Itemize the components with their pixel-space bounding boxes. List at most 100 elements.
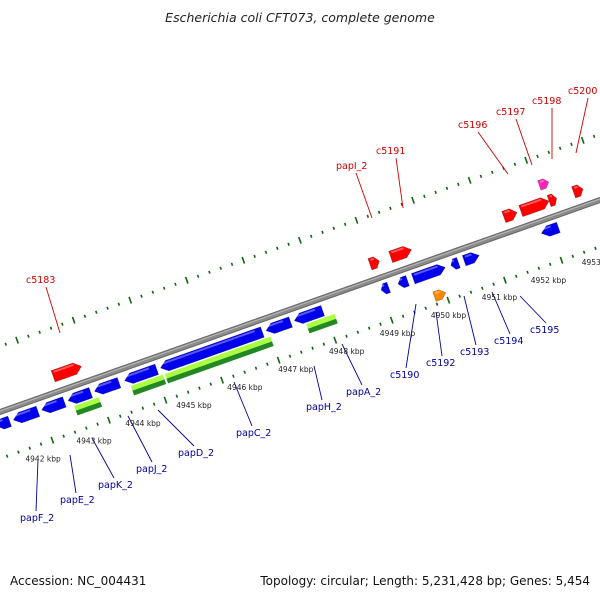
upper-tick <box>580 136 585 144</box>
upper-tick <box>219 266 222 270</box>
lower-tick <box>186 390 190 394</box>
reverse-cds-5 <box>124 363 159 384</box>
forward-leader <box>477 131 509 175</box>
lower-tick <box>526 270 529 274</box>
lower-tick <box>424 306 428 310</box>
upper-tick <box>491 170 494 174</box>
forward-gene-label: papI_2 <box>336 161 367 172</box>
lower-tick <box>492 282 495 286</box>
forward-cds-4 <box>518 197 550 218</box>
lower-tick <box>537 266 541 270</box>
forward-cds-2 <box>388 246 412 264</box>
upper-tick <box>151 290 155 294</box>
forward-cds-1 <box>367 256 380 271</box>
reverse-leader <box>405 303 417 369</box>
upper-tick <box>558 146 562 151</box>
lower-tick <box>345 334 348 338</box>
upper-tick <box>83 314 87 318</box>
lower-tick <box>435 302 439 306</box>
lower-tick <box>220 376 225 384</box>
upper-tick <box>196 274 200 278</box>
forward-leader <box>395 157 404 209</box>
lower-tick <box>446 296 451 304</box>
reverse-leader <box>35 459 39 512</box>
upper-tick <box>457 182 460 186</box>
upper-tick <box>592 134 596 139</box>
lower-tick <box>300 350 303 354</box>
reverse-cds-10 <box>397 275 410 289</box>
rna-feature-2 <box>164 336 274 384</box>
lower-tick <box>85 426 88 430</box>
lower-tick <box>333 336 338 344</box>
upper-tick <box>208 270 211 274</box>
label-leader-lines <box>35 97 589 512</box>
upper-tick <box>106 306 109 310</box>
feature-track <box>0 178 584 430</box>
reverse-gene-label: papE_2 <box>60 495 95 506</box>
reverse-cds-13 <box>461 252 480 267</box>
genome-backbone <box>0 196 600 416</box>
lower-tick <box>571 254 575 258</box>
upper-tick <box>445 186 449 190</box>
lower-tick <box>469 290 473 294</box>
reverse-cds-12 <box>450 257 461 270</box>
lower-tick <box>152 402 156 406</box>
reverse-leader <box>157 409 195 447</box>
reverse-gene-label: c5190 <box>390 370 419 381</box>
upper-tick <box>479 174 483 178</box>
forward-gene-label: c5183 <box>26 275 55 286</box>
upper-tick <box>547 150 551 155</box>
reverse-gene-label: c5192 <box>426 358 455 369</box>
lower-tick <box>119 414 122 418</box>
reverse-cds-2 <box>41 396 67 414</box>
reverse-gene-label: papC_2 <box>236 428 271 439</box>
upper-tick <box>354 216 359 224</box>
reverse-leader <box>313 365 323 401</box>
reverse-cds-0 <box>0 415 12 430</box>
reverse-gene-label: papA_2 <box>346 387 381 398</box>
lower-tick <box>254 366 258 370</box>
pseudo-feature <box>537 178 550 191</box>
reverse-cds-7 <box>265 316 293 334</box>
rna-feature-3 <box>306 313 338 334</box>
lower-tick <box>367 326 371 330</box>
reverse-cds-11 <box>410 264 446 285</box>
lower-tick <box>288 354 292 358</box>
upper-tick <box>253 254 256 258</box>
forward-leader <box>515 118 533 166</box>
upper-tick <box>184 276 189 284</box>
upper-tick <box>389 206 392 210</box>
lower-tick <box>559 256 564 264</box>
upper-tick <box>140 294 143 298</box>
lower-tick <box>5 454 9 458</box>
lower-tick <box>503 276 507 284</box>
upper-tick <box>95 310 98 314</box>
lower-tick <box>515 274 518 278</box>
upper-tick <box>332 226 336 230</box>
lower-tick <box>401 314 405 318</box>
reverse-gene-label: c5195 <box>530 325 559 336</box>
ruler-labels: 4942 kbp 4943 kbp 4944 kbp 4945 kbp 4946 kbp… <box>25 258 600 464</box>
lower-tick <box>130 410 133 414</box>
reverse-leader <box>519 295 547 324</box>
lower-tick <box>232 374 235 378</box>
upper-tick <box>230 262 234 266</box>
lower-tick <box>39 442 43 446</box>
forward-cds-3 <box>501 208 518 224</box>
upper-tick <box>174 282 177 286</box>
misc-feature <box>432 289 447 302</box>
upper-tick <box>377 210 381 214</box>
topology-summary: Topology: circular; Length: 5,231,428 bp… <box>260 574 590 588</box>
upper-tick <box>570 142 573 147</box>
upper-tick <box>276 246 279 250</box>
reverse-leader <box>69 454 77 494</box>
upper-tick <box>467 176 472 184</box>
ruler-label: 4944 kbp <box>125 419 161 428</box>
upper-tick <box>61 322 64 326</box>
ruler-label: 4942 kbp <box>25 454 61 463</box>
lower-tick <box>356 330 360 334</box>
ruler-label: 4943 kbp <box>76 436 112 445</box>
upper-tick <box>287 242 290 246</box>
backbone-line <box>0 197 600 415</box>
reverse-gene-label: papK_2 <box>98 480 133 491</box>
